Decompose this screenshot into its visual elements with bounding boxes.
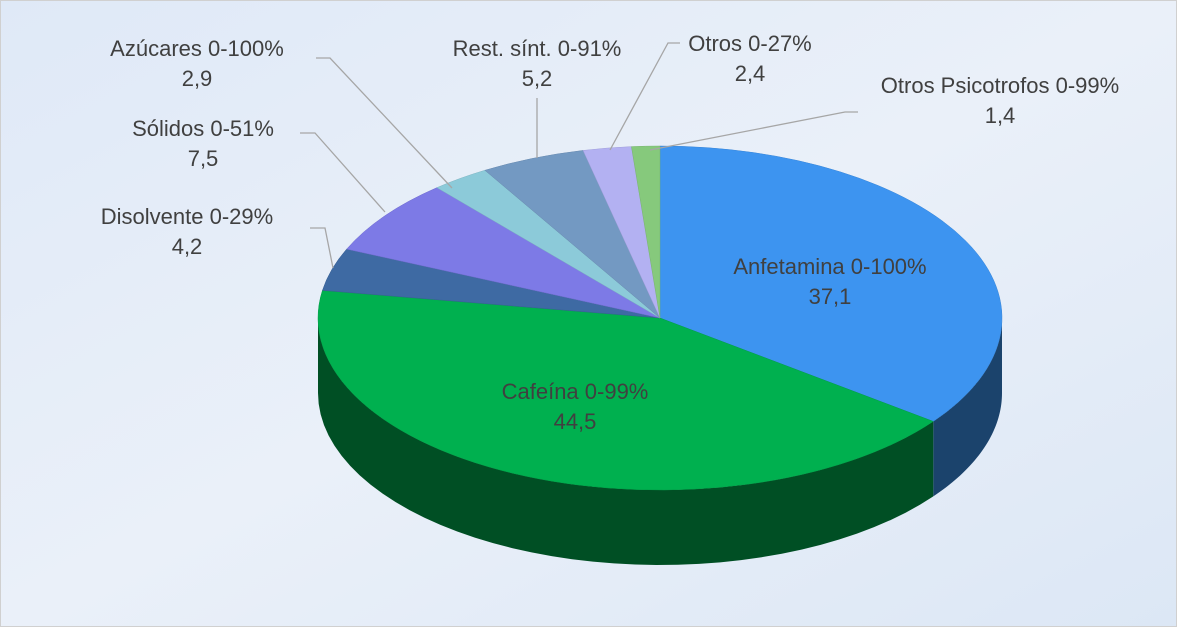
leader-line: [300, 132, 386, 213]
value-label: 44,5: [554, 409, 597, 434]
value-label: 37,1: [809, 284, 852, 309]
value-label: 4,2: [172, 234, 203, 259]
category-label: Anfetamina 0-100%: [733, 254, 926, 279]
category-label: Otros 0-27%: [688, 31, 812, 56]
slice-side: [318, 318, 934, 565]
slice: [346, 187, 661, 319]
slice: [659, 145, 1003, 422]
leader-line: [649, 111, 858, 151]
category-label: Sólidos 0-51%: [132, 116, 274, 141]
value-label: 2,9: [182, 66, 213, 91]
category-label: Rest. sínt. 0-91%: [453, 36, 622, 61]
leader-line: [316, 57, 453, 189]
slice-side: [933, 318, 1002, 497]
slice: [317, 290, 934, 491]
leader-line: [310, 227, 334, 269]
value-label: 1,4: [985, 103, 1016, 128]
leader-line: [609, 42, 680, 151]
slice: [631, 145, 661, 319]
category-label: Disolvente 0-29%: [101, 204, 273, 229]
value-label: 5,2: [522, 66, 553, 91]
value-label: 2,4: [735, 61, 766, 86]
value-label: 7,5: [188, 146, 219, 171]
category-label: Otros Psicotrofos 0-99%: [881, 73, 1119, 98]
category-label: Cafeína 0-99%: [502, 379, 649, 404]
category-label: Azúcares 0-100%: [110, 36, 284, 61]
